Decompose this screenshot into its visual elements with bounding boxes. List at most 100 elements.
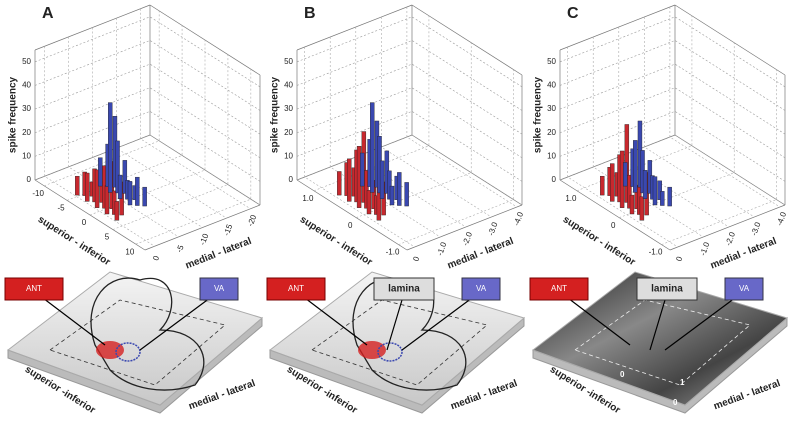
box-edge <box>669 204 786 251</box>
arrow <box>401 291 481 351</box>
arrow <box>664 291 744 351</box>
y-axis-title: medial - lateral <box>446 236 515 272</box>
bar <box>122 160 128 194</box>
grid-line <box>669 7 781 208</box>
grid-line <box>619 42 735 218</box>
bar <box>639 196 645 221</box>
z-tick-label: 10 <box>22 151 31 160</box>
bar <box>389 185 395 206</box>
bar <box>370 102 375 193</box>
bar <box>379 160 385 199</box>
va-label-box <box>199 277 239 301</box>
arrow <box>296 291 368 346</box>
y-tick-label: -4.0 <box>775 210 788 227</box>
grid-line <box>559 63 786 135</box>
bar <box>652 176 658 206</box>
z-tick-label: 40 <box>547 81 556 90</box>
diagram-y-title: medial - lateral <box>449 378 519 412</box>
bar <box>660 191 665 206</box>
lamina-label: lamina <box>388 284 420 295</box>
y-tick-label: -1.0 <box>698 240 711 257</box>
y-tick-label: -10 <box>198 232 211 246</box>
box-edge <box>296 179 408 251</box>
grid-line <box>398 69 514 245</box>
x-tick-label: -1.0 <box>386 248 400 257</box>
grid-line <box>296 63 523 135</box>
y-axis-title: medial - lateral <box>709 236 778 272</box>
grid-line <box>135 69 252 245</box>
grid-line <box>44 46 155 247</box>
grid-line <box>559 134 786 206</box>
bar <box>667 186 672 207</box>
y-tick-label: -20 <box>246 213 259 227</box>
lamina-label: lamina <box>651 284 683 295</box>
box-edge <box>559 179 671 251</box>
bar <box>600 175 605 196</box>
x-tick-label: 1.0 <box>302 194 314 203</box>
z-tick-label: 10 <box>547 151 556 160</box>
arrow <box>34 291 106 346</box>
y-tick-label: -4.0 <box>512 210 525 227</box>
bar <box>633 140 638 193</box>
x-axis-title: superior - inferior <box>36 214 112 268</box>
y-tick-label: -1.0 <box>435 240 448 257</box>
arrow <box>139 291 219 351</box>
x-tick-label: 0 <box>348 221 353 230</box>
z-tick-label: 10 <box>284 151 293 160</box>
x-tick-label: 0 <box>82 218 87 227</box>
x-tick-label: 0 <box>611 221 616 230</box>
ant-label: ANT <box>288 284 304 293</box>
bar <box>627 174 632 209</box>
bar <box>360 152 365 187</box>
diagram-y-title: medial - lateral <box>712 378 782 412</box>
va-label: VA <box>739 284 750 293</box>
bar <box>94 169 100 208</box>
bar <box>98 157 103 187</box>
bar <box>404 182 409 207</box>
panel-label: A <box>42 5 54 22</box>
scale-label: 1 <box>623 400 628 409</box>
scale-label: 0 <box>673 398 678 407</box>
grid-line <box>34 16 261 88</box>
grid-line <box>296 40 523 111</box>
ant-cluster <box>358 341 386 359</box>
va-label-box <box>461 277 501 301</box>
bar <box>610 163 615 202</box>
y-tick-label: -2.0 <box>724 230 737 247</box>
x-axis-title: superior - inferior <box>298 214 374 268</box>
z-tick-label: 40 <box>22 81 31 90</box>
y-tick-label: -3.0 <box>749 220 762 237</box>
arrow <box>649 299 666 351</box>
bar <box>115 140 120 194</box>
lamina-label-box <box>373 277 435 301</box>
bar <box>387 170 392 200</box>
roi-outline <box>311 299 488 386</box>
bar <box>75 175 80 196</box>
z-tick-label: 40 <box>284 81 293 90</box>
y-tick-label: -5 <box>175 243 186 253</box>
scale-label: 0 <box>620 370 625 379</box>
bar <box>397 172 402 206</box>
ant-label: ANT <box>551 284 567 293</box>
bar <box>84 172 90 202</box>
brain-outline <box>352 277 467 391</box>
box-edge <box>674 4 786 76</box>
z-tick-label: 0 <box>27 175 32 184</box>
grid-line <box>559 87 786 158</box>
z-tick-label: 30 <box>547 104 556 113</box>
arrow <box>559 291 631 346</box>
va-cluster <box>115 342 141 362</box>
y-tick-label: -15 <box>222 223 235 237</box>
grid-line <box>296 111 523 182</box>
z-tick-label: 50 <box>22 57 31 66</box>
lamina-label-box <box>636 277 698 301</box>
plate <box>6 271 264 406</box>
z-tick-label: 0 <box>289 175 294 184</box>
ant-label-box <box>266 277 326 301</box>
z-tick-label: 30 <box>22 104 31 113</box>
y-tick-label: -3.0 <box>486 220 499 237</box>
z-axis-title: spike frequency <box>270 76 281 153</box>
grid-line <box>68 36 179 238</box>
diagram-y-title: medial - lateral <box>187 378 257 412</box>
